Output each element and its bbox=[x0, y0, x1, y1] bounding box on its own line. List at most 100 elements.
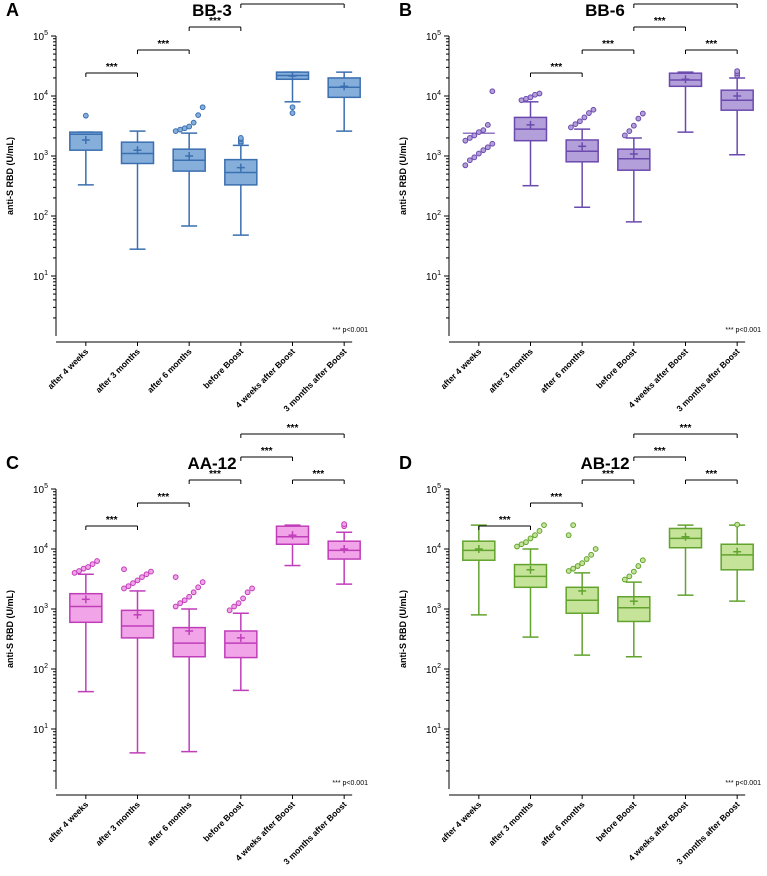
y-tick-label: 103 bbox=[33, 150, 48, 163]
box-4 bbox=[224, 585, 258, 692]
p-value-note: *** p<0.001 bbox=[725, 327, 761, 334]
y-tick-label: 105 bbox=[426, 30, 441, 43]
box-3 bbox=[172, 574, 206, 753]
outlier-point bbox=[172, 574, 179, 581]
significance-label: *** bbox=[550, 492, 562, 503]
significance-label: *** bbox=[312, 469, 324, 480]
box-5 bbox=[275, 71, 310, 116]
significance-bracket: *** bbox=[530, 492, 583, 507]
outlier-point bbox=[76, 568, 82, 574]
x-tick-label: after 3 months bbox=[486, 799, 535, 848]
outlier-point bbox=[586, 110, 592, 116]
outlier-point bbox=[630, 568, 637, 575]
outlier-point bbox=[186, 123, 193, 130]
significance-label: *** bbox=[287, 0, 299, 4]
outlier-point bbox=[475, 150, 482, 157]
outlier-point bbox=[523, 539, 529, 546]
significance-label: *** bbox=[106, 515, 118, 526]
outlier-point bbox=[195, 112, 202, 119]
outlier-point bbox=[565, 532, 572, 539]
iqr-box bbox=[69, 592, 103, 624]
outlier-point bbox=[484, 144, 491, 151]
outlier-point bbox=[148, 568, 154, 575]
panel-letter: D bbox=[399, 453, 412, 473]
significance-label: *** bbox=[157, 492, 169, 503]
outlier-point bbox=[480, 127, 487, 134]
significance-bracket: *** bbox=[685, 39, 738, 54]
box-3 bbox=[565, 522, 599, 656]
outlier-point bbox=[195, 584, 202, 591]
significance-bracket: *** bbox=[478, 515, 531, 530]
outlier-point bbox=[577, 118, 583, 125]
y-axis-label: anti-S RBD (U/mL) bbox=[5, 137, 15, 215]
y-axis-label: anti-S RBD (U/mL) bbox=[5, 590, 15, 668]
outlier-point bbox=[143, 571, 150, 578]
box-4 bbox=[224, 135, 258, 236]
outlier-point bbox=[172, 603, 179, 610]
y-tick-label: 103 bbox=[426, 603, 441, 616]
x-tick-label: before Boost bbox=[594, 799, 638, 843]
panel-title: AA-12 bbox=[187, 454, 236, 473]
outlier-point bbox=[139, 574, 145, 581]
significance-label: *** bbox=[654, 446, 666, 457]
outlier-point bbox=[240, 595, 246, 602]
outlier-point bbox=[199, 579, 206, 586]
x-tick-label: after 6 months bbox=[145, 346, 194, 395]
outlier-point bbox=[630, 122, 637, 129]
outlier-point bbox=[734, 68, 741, 75]
outlier-point bbox=[235, 600, 242, 607]
significance-bracket: *** bbox=[292, 469, 345, 484]
significance-label: *** bbox=[106, 62, 118, 73]
significance-bracket: *** bbox=[85, 515, 138, 530]
outlier-point bbox=[635, 115, 642, 122]
y-tick-label: 101 bbox=[33, 270, 48, 283]
panel-title: AB-12 bbox=[580, 454, 629, 473]
y-tick-label: 103 bbox=[426, 150, 441, 163]
outlier-point bbox=[536, 528, 543, 534]
outlier-point bbox=[181, 597, 188, 604]
x-tick-label: before Boost bbox=[201, 346, 245, 390]
significance-bracket: *** bbox=[85, 62, 138, 77]
significance-label: *** bbox=[209, 469, 221, 480]
outlier-point bbox=[186, 593, 193, 600]
outlier-point bbox=[199, 104, 206, 111]
outlier-point bbox=[489, 140, 496, 147]
outlier-point bbox=[635, 563, 642, 569]
x-tick-label: after 6 months bbox=[538, 799, 587, 848]
outlier-point bbox=[570, 522, 577, 529]
significance-label: *** bbox=[602, 469, 614, 480]
outlier-point bbox=[249, 585, 255, 592]
outlier-point bbox=[583, 556, 590, 562]
box-3 bbox=[565, 106, 599, 208]
outlier-point bbox=[489, 88, 496, 95]
outlier-point bbox=[466, 157, 473, 164]
outlier-point bbox=[527, 535, 534, 542]
outlier-point bbox=[590, 106, 597, 113]
box-2 bbox=[513, 90, 548, 187]
box-1 bbox=[69, 558, 103, 693]
outlier-point bbox=[588, 551, 595, 558]
x-tick-label: before Boost bbox=[201, 799, 245, 843]
outlier-point bbox=[190, 119, 197, 126]
y-axis-label: anti-S RBD (U/mL) bbox=[398, 590, 408, 668]
outlier-point bbox=[639, 110, 646, 117]
box-6 bbox=[327, 71, 361, 132]
y-tick-label: 103 bbox=[33, 603, 48, 616]
y-tick-label: 105 bbox=[33, 483, 48, 496]
y-tick-label: 102 bbox=[426, 663, 441, 676]
significance-bracket: *** bbox=[240, 446, 293, 461]
outlier-point bbox=[536, 90, 543, 97]
outlier-point bbox=[462, 162, 469, 169]
box-2 bbox=[120, 566, 155, 754]
significance-bracket: *** bbox=[240, 0, 345, 8]
y-tick-label: 102 bbox=[33, 210, 48, 223]
y-tick-label: 104 bbox=[33, 543, 48, 556]
panel-title: BB-3 bbox=[192, 1, 232, 20]
outlier-point bbox=[626, 573, 633, 580]
panel-title: BB-6 bbox=[585, 1, 625, 20]
chart-panel-a: A BB-3 anti-S RBD (U/mL) 101 102 103 104 105 aft… bbox=[5, 0, 368, 414]
significance-label: *** bbox=[654, 16, 666, 27]
outlier-point bbox=[177, 600, 184, 607]
box-5 bbox=[668, 524, 703, 596]
